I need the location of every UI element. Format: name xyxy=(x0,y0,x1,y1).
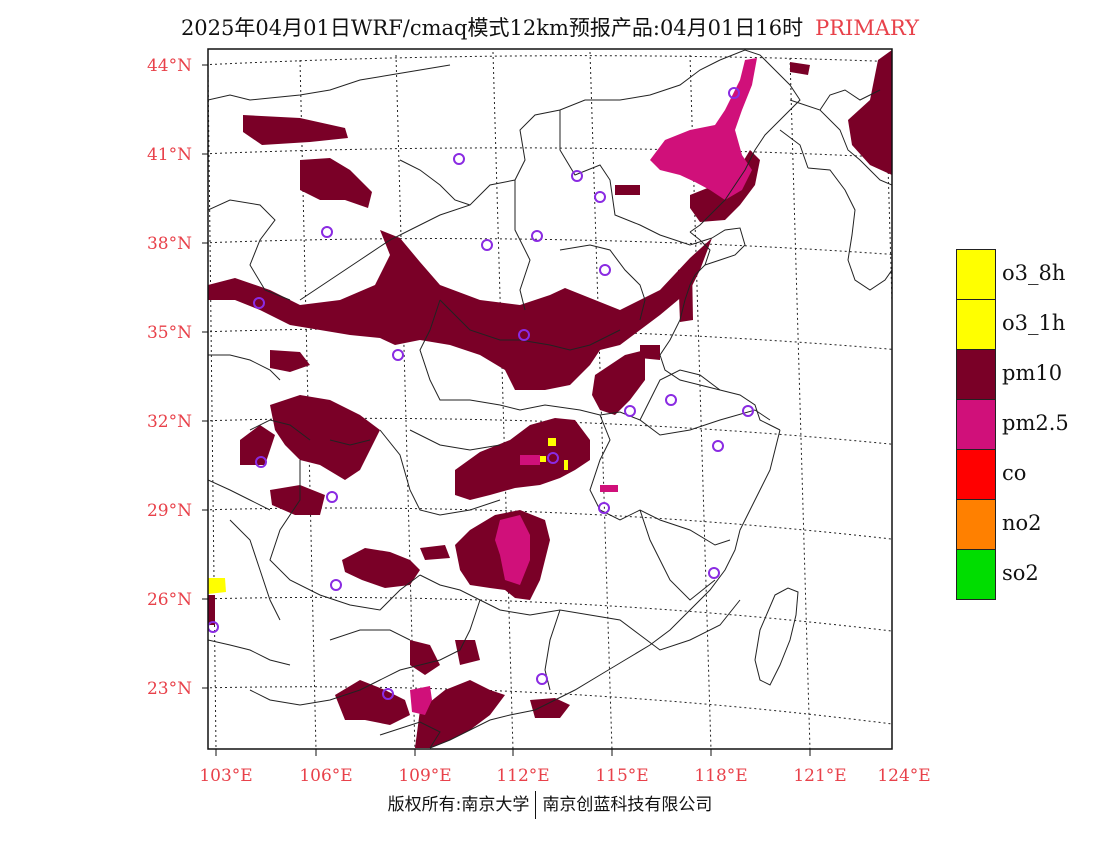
station-marker xyxy=(599,264,611,276)
pm25-regions xyxy=(410,58,757,715)
lat-label: 29°N xyxy=(147,501,192,521)
station-marker xyxy=(665,394,677,406)
title-pollutant-tag: PRIMARY xyxy=(815,16,920,40)
province-borders xyxy=(208,59,771,706)
lat-label: 35°N xyxy=(147,323,192,343)
station-marker xyxy=(208,621,219,633)
legend-label: so2 xyxy=(1002,561,1039,585)
legend-swatch xyxy=(956,399,996,450)
station-marker xyxy=(518,329,530,341)
legend-label: o3_8h xyxy=(1002,261,1066,285)
lon-label: 103°E xyxy=(199,766,252,786)
lon-label: 121°E xyxy=(793,766,846,786)
legend-swatch xyxy=(956,249,996,300)
legend-label: no2 xyxy=(1002,511,1042,535)
station-marker xyxy=(531,230,543,242)
legend-swatch xyxy=(956,299,996,350)
legend-swatch xyxy=(956,449,996,500)
lon-label: 109°E xyxy=(398,766,451,786)
title-main: 2025年04月01日WRF/cmaq模式12km预报产品:04月01日16时 xyxy=(180,16,804,40)
legend-label: pm10 xyxy=(1002,361,1063,385)
lat-label: 41°N xyxy=(147,145,192,165)
latitude-axis: 44°N 41°N 38°N 35°N 32°N 29°N 26°N 23°N xyxy=(147,56,208,699)
coastline xyxy=(208,49,892,749)
footer-divider xyxy=(535,791,537,819)
legend-label: pm2.5 xyxy=(1002,411,1069,435)
lon-label: 115°E xyxy=(595,766,648,786)
station-marker xyxy=(742,405,754,417)
lon-label: 112°E xyxy=(496,766,549,786)
legend-swatch xyxy=(956,349,996,400)
station-marker xyxy=(708,567,720,579)
copyright-footer: 版权所有:南京大学 南京创蓝科技有限公司 xyxy=(0,790,1100,819)
legend-label: o3_1h xyxy=(1002,311,1066,335)
station-marker xyxy=(330,579,342,591)
legend-label: co xyxy=(1002,461,1027,485)
station-marker xyxy=(598,502,610,514)
station-marker xyxy=(571,170,583,182)
pm10-regions xyxy=(208,50,892,748)
legend-swatch xyxy=(956,549,996,600)
lon-label: 118°E xyxy=(694,766,747,786)
station-marker xyxy=(536,673,548,685)
map-title: 2025年04月01日WRF/cmaq模式12km预报产品:04月01日16时 P… xyxy=(0,12,1100,42)
station-marker xyxy=(624,405,636,417)
station-marker xyxy=(481,239,493,251)
station-marker xyxy=(594,191,606,203)
station-markers xyxy=(208,87,754,700)
lat-label: 26°N xyxy=(147,590,192,610)
lon-label: 124°E xyxy=(877,766,930,786)
map-frame xyxy=(207,48,893,750)
copyright-left: 版权所有:南京大学 xyxy=(387,795,530,815)
station-marker xyxy=(326,491,338,503)
station-marker xyxy=(321,226,333,238)
station-marker xyxy=(547,452,559,464)
lat-label: 44°N xyxy=(147,56,192,76)
latitude-gridlines xyxy=(208,55,892,725)
station-marker xyxy=(728,87,740,99)
station-marker xyxy=(453,153,465,165)
station-marker xyxy=(382,688,394,700)
lat-label: 32°N xyxy=(147,412,192,432)
lat-label: 23°N xyxy=(147,679,192,699)
o3-regions xyxy=(208,438,568,594)
legend-swatch xyxy=(956,499,996,550)
station-marker xyxy=(392,349,404,361)
station-marker xyxy=(712,440,724,452)
station-marker xyxy=(253,297,265,309)
longitude-axis: 103°E 106°E 109°E 112°E 115°E 118°E 121°… xyxy=(199,749,931,786)
lat-label: 38°N xyxy=(147,234,192,254)
lon-label: 106°E xyxy=(299,766,352,786)
map-content xyxy=(208,49,892,749)
copyright-right: 南京创蓝科技有限公司 xyxy=(542,795,713,815)
station-marker xyxy=(255,456,267,468)
